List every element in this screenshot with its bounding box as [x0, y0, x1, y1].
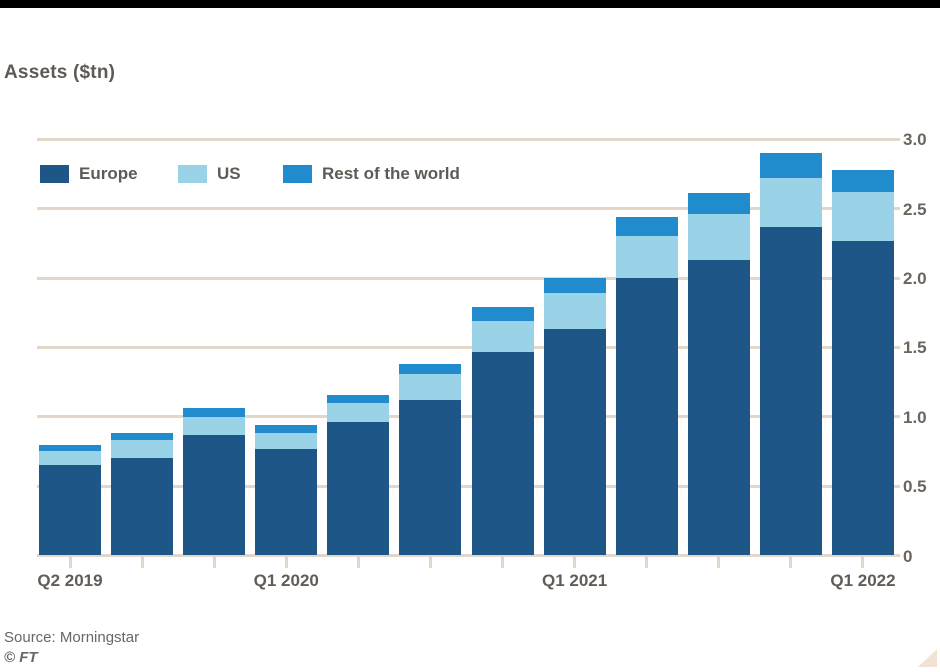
legend-item-europe: Europe — [40, 164, 138, 183]
bar-segment-rest_of_world — [183, 408, 246, 417]
y-axis-tick-label: 2.0 — [903, 269, 927, 289]
legend-item-rest_of_world: Rest of the world — [283, 164, 460, 183]
bar-segment-rest_of_world — [327, 394, 390, 403]
y-axis-tick-label: 2.5 — [903, 199, 927, 219]
bar-segment-europe — [111, 458, 174, 556]
bar-segment-us — [39, 451, 101, 466]
bar-segment-us — [327, 402, 390, 423]
bar-segment-europe — [615, 278, 678, 556]
legend-swatch-rest_of_world — [283, 165, 312, 183]
x-axis-tick — [356, 555, 360, 568]
x-axis-tick — [140, 555, 144, 568]
bar-segment-europe — [399, 400, 462, 556]
source-note: Source: Morningstar — [4, 629, 140, 646]
bar-segment-rest_of_world — [39, 444, 101, 452]
ft-copyright: © FT — [4, 649, 38, 666]
bar-segment-us — [183, 416, 246, 435]
bar-segment-europe — [543, 329, 606, 556]
x-axis-tick — [284, 555, 288, 568]
gridline — [37, 345, 900, 349]
bar-segment-europe — [471, 351, 534, 556]
bar-segment-rest_of_world — [399, 364, 462, 374]
bar-segment-rest_of_world — [759, 153, 822, 179]
x-axis-line — [37, 554, 900, 557]
legend-swatch-europe — [40, 165, 69, 183]
x-axis-tick — [68, 555, 72, 568]
y-axis-tick-label: 3.0 — [903, 130, 927, 150]
x-axis-tick — [501, 555, 505, 568]
corner-triangle-icon — [918, 649, 937, 667]
gridline — [37, 276, 900, 280]
x-axis-tick-label: Q1 2022 — [830, 571, 896, 590]
x-axis-tick — [717, 555, 721, 568]
y-axis-tick-label: 0.5 — [903, 477, 927, 497]
legend-label: Europe — [79, 164, 138, 183]
bar-segment-europe — [759, 226, 822, 556]
legend-swatch-us — [178, 165, 207, 183]
gridline — [37, 137, 900, 141]
top-rule — [0, 0, 940, 8]
bar-segment-europe — [183, 434, 246, 556]
bar-segment-europe — [687, 260, 750, 556]
bar-segment-us — [615, 236, 678, 279]
x-axis-tick-label: Q2 2019 — [37, 571, 103, 590]
x-axis-tick — [428, 555, 432, 568]
bar-segment-rest_of_world — [471, 307, 534, 322]
bar-segment-us — [687, 214, 750, 261]
bar-segment-rest_of_world — [831, 169, 894, 193]
bar-segment-rest_of_world — [687, 193, 750, 215]
x-axis-tick — [645, 555, 649, 568]
chart-title: Assets ($tn) — [4, 62, 116, 83]
x-axis-tick — [861, 555, 865, 568]
bar-segment-us — [399, 373, 462, 401]
y-axis-tick-label: 1.5 — [903, 338, 927, 358]
x-axis-tick — [789, 555, 793, 568]
bar-segment-us — [831, 192, 894, 241]
bar-segment-us — [255, 433, 318, 449]
legend-label: Rest of the world — [322, 164, 460, 183]
gridline — [37, 207, 900, 211]
x-axis-tick-label: Q1 2020 — [253, 571, 319, 590]
bar-segment-rest_of_world — [111, 433, 174, 441]
legend-item-us: US — [178, 164, 241, 183]
y-axis-tick-label: 1.0 — [903, 407, 927, 427]
x-axis-tick-label: Q1 2021 — [542, 571, 608, 590]
bar-segment-us — [471, 321, 534, 352]
bar-segment-us — [111, 440, 174, 459]
bar-segment-rest_of_world — [255, 425, 318, 434]
bar-segment-europe — [39, 465, 101, 556]
y-axis-tick-label: 0 — [903, 546, 913, 566]
gridline — [37, 484, 900, 488]
x-axis-tick — [212, 555, 216, 568]
legend-label: US — [217, 164, 241, 183]
bar-segment-europe — [327, 422, 390, 556]
x-axis-tick — [573, 555, 577, 568]
bar-segment-us — [759, 178, 822, 227]
bar-segment-europe — [255, 448, 318, 556]
bar-segment-europe — [831, 240, 894, 556]
gridline — [37, 415, 900, 419]
bar-segment-rest_of_world — [615, 217, 678, 237]
bar-segment-rest_of_world — [543, 278, 606, 294]
bar-segment-us — [543, 293, 606, 330]
